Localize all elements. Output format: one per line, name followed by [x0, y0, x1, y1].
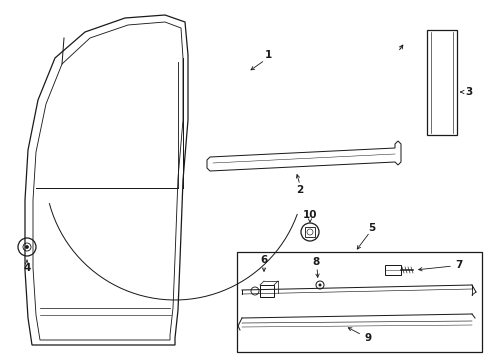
Circle shape [318, 284, 321, 287]
Text: 6: 6 [260, 255, 267, 265]
Text: 3: 3 [464, 87, 471, 97]
Text: 10: 10 [302, 210, 317, 220]
Bar [305, 227, 314, 237]
Bar [426, 30, 456, 135]
Text: 9: 9 [364, 333, 371, 343]
Text: 8: 8 [312, 257, 319, 267]
Text: 2: 2 [296, 185, 303, 195]
Bar [384, 265, 400, 275]
Text: 1: 1 [264, 50, 271, 60]
Text: 5: 5 [367, 223, 375, 233]
Text: 4: 4 [23, 263, 31, 273]
Circle shape [25, 246, 28, 248]
Bar [237, 252, 481, 352]
Text: 7: 7 [454, 260, 462, 270]
Bar [260, 285, 273, 297]
